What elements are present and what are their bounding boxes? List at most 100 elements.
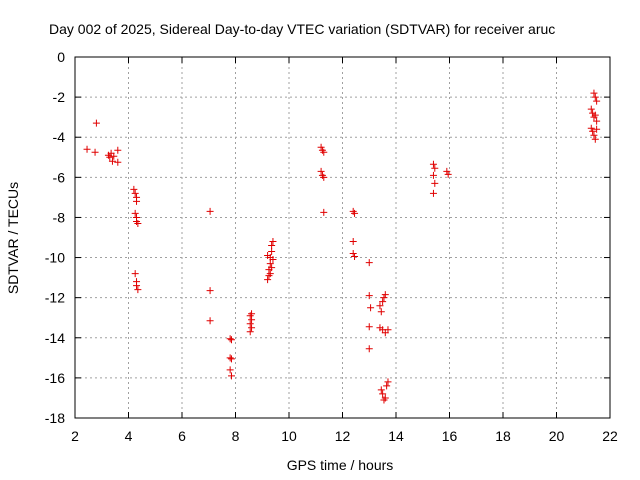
data-point [248,310,256,318]
data-point [114,146,122,154]
data-point [591,111,599,119]
data-point [110,152,118,160]
y-tick-label: -14 [45,330,65,346]
y-tick-label: -12 [45,290,65,306]
y-tick-label: -10 [45,250,65,266]
data-point [590,89,598,97]
data-point [131,189,139,197]
data-point [317,143,325,151]
data-point [269,256,277,264]
data-point [320,173,328,181]
data-point [227,355,235,363]
data-point [206,317,214,325]
data-point [134,219,142,227]
y-tick-label: 0 [57,49,65,65]
data-point [91,148,99,156]
data-point [383,382,391,390]
data-point [130,185,138,193]
y-tick-label: -8 [53,209,66,225]
data-point [593,97,601,105]
data-point [377,308,385,316]
data-point [591,135,599,143]
data-point [381,291,389,299]
data-point [431,179,439,187]
data-point [226,354,234,362]
data-point [134,286,142,294]
data-point [264,276,272,284]
data-point [587,124,595,132]
x-tick-label: 14 [388,428,404,444]
x-tick-label: 12 [335,428,351,444]
data-point [431,164,439,172]
data-point [83,145,91,153]
data-point [380,294,388,302]
data-point [365,292,373,300]
data-point [264,252,272,260]
data-point [266,270,274,278]
y-axis: 0 -2 -4 -6 -8 -10 -12 -14 -16 -18 [45,49,610,426]
data-point [591,93,599,101]
data-point [248,316,256,324]
data-point [268,248,276,256]
data-point [226,335,234,343]
data-point [320,148,328,156]
data-point [320,208,328,216]
x-axis-label: GPS time / hours [287,457,394,473]
data-point [593,117,601,125]
data-point [365,323,373,331]
data-point [248,324,256,332]
data-point [380,396,388,404]
y-axis-label: SDTVAR / TECUs [5,182,21,294]
x-tick-label: 2 [71,428,79,444]
grid [75,57,610,418]
data-point [246,320,254,328]
data-point [379,390,387,398]
x-tick-label: 6 [178,428,186,444]
data-point [593,125,601,133]
data-series [83,89,601,404]
y-tick-label: -6 [53,169,66,185]
data-point [379,298,387,306]
data-point [377,386,385,394]
x-tick-label: 4 [125,428,133,444]
data-point [246,328,254,336]
data-point [206,287,214,295]
y-tick-label: -18 [45,410,65,426]
data-point [227,336,235,344]
data-point [384,326,392,334]
x-tick-label: 8 [232,428,240,444]
data-point [349,238,357,246]
data-point [133,197,141,205]
data-point [351,209,359,217]
data-point [429,189,437,197]
plot-frame [74,56,611,419]
data-point [206,207,214,215]
data-point [367,304,375,312]
data-point [226,366,234,374]
data-point [365,259,373,267]
data-point [587,105,595,113]
data-point [114,158,122,166]
data-point [131,209,139,217]
data-point [92,119,100,127]
data-point [349,250,357,258]
x-tick-label: 22 [602,428,618,444]
data-point [317,167,325,175]
y-tick-label: -4 [53,129,66,145]
data-point [443,167,451,175]
data-point [590,131,598,139]
data-point [131,270,139,278]
x-tick-label: 20 [549,428,565,444]
data-point [365,345,373,353]
x-axis: 2 4 6 8 10 12 14 16 18 20 22 [71,57,618,444]
y-tick-label: -2 [53,89,66,105]
data-point [429,171,437,179]
data-point [444,170,452,178]
data-point [351,253,359,261]
x-tick-label: 10 [281,428,297,444]
data-point [266,260,274,268]
data-point [133,282,141,290]
x-tick-label: 18 [495,428,511,444]
x-tick-label: 16 [442,428,458,444]
